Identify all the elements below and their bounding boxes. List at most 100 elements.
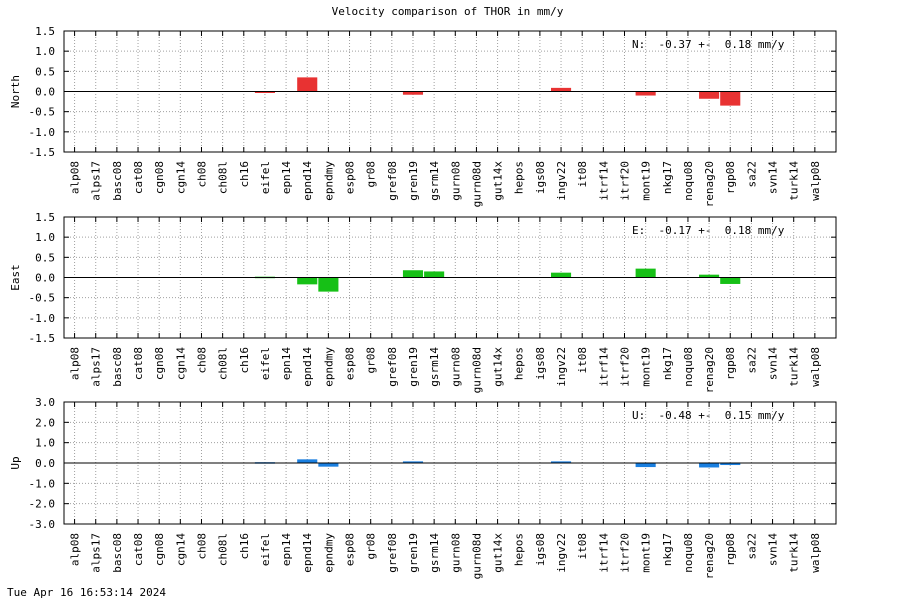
plot-frame [63, 216, 837, 339]
x-tick-label: itrf20 [618, 533, 631, 573]
x-tick-label: itrf20 [618, 347, 631, 387]
x-tick-label: renag20 [703, 533, 716, 579]
y-tick-label: -1.0 [29, 126, 56, 139]
x-tick-label: gr08 [365, 161, 378, 188]
x-tick-label: rgp08 [724, 161, 737, 194]
x-tick-label: gref08 [386, 347, 399, 387]
bar-mont19 [635, 91, 656, 96]
x-tick-label: igs08 [534, 347, 547, 380]
x-tick-label: svn14 [767, 347, 780, 380]
y-tick-label: 0.0 [35, 86, 55, 99]
x-tick-label: gsrm14 [428, 533, 441, 573]
bar-renag20 [699, 274, 720, 278]
x-tick-label: cat08 [132, 161, 145, 194]
x-tick-label: ch08l [217, 347, 230, 380]
x-tick-label: hepos [513, 161, 526, 194]
x-tick-label: gren19 [407, 347, 420, 387]
x-tick-label: eifel [259, 533, 272, 566]
plot-frame [63, 30, 837, 153]
x-tick-label: alps17 [90, 161, 103, 201]
x-tick-label: rgp08 [724, 347, 737, 380]
x-tick-label: ch16 [238, 161, 251, 188]
x-tick-label: gsrm14 [428, 347, 441, 387]
y-tick-label: 1.5 [35, 211, 55, 224]
x-tick-label: gurn08d [470, 347, 483, 393]
x-tick-label: it08 [576, 533, 589, 560]
x-tick-label: basc08 [111, 347, 124, 387]
x-tick-label: mont19 [640, 161, 653, 201]
x-tick-label: itrf20 [618, 161, 631, 201]
x-tick-label: eifel [259, 347, 272, 380]
x-tick-label: cgn14 [174, 347, 187, 380]
panel-up: 3.0 2.0 1.0 0.0 -1.0 -2.0 -3.0 alp08 alps17 basc0… [9, 396, 837, 579]
x-tick-label: mont19 [640, 533, 653, 573]
bar-epnd14 [297, 277, 318, 285]
bar-gren19 [402, 91, 424, 95]
x-tick-label: cgn08 [153, 347, 166, 380]
bar-rgp08 [720, 463, 741, 466]
bar-renag20 [699, 463, 720, 468]
bar-mont19 [635, 463, 656, 468]
x-tick-label: ch16 [238, 347, 251, 374]
x-tick-label: basc08 [111, 533, 124, 573]
x-tick-label: gren19 [407, 533, 420, 573]
x-tick-label: it08 [576, 347, 589, 374]
x-tick-label: cgn14 [174, 533, 187, 566]
x-tick-label: nkg17 [661, 161, 674, 194]
y-tick-label: -1.0 [29, 312, 56, 325]
x-tick-label: esp08 [344, 161, 357, 194]
y-tick-label: 1.0 [35, 231, 55, 244]
chart-title: Velocity comparison of THOR in mm/y [331, 5, 564, 18]
x-tick-label: cgn08 [153, 161, 166, 194]
bar-mont19 [635, 268, 656, 278]
x-tick-label: svn14 [767, 161, 780, 194]
x-tick-label: hepos [513, 347, 526, 380]
x-tick-label: gr08 [365, 533, 378, 560]
x-tick-label: gurn08d [470, 161, 483, 207]
bar-gsrm14 [424, 271, 445, 278]
x-tick-label: turk14 [788, 347, 801, 387]
x-tick-label: itrf14 [597, 347, 610, 387]
x-tick-label: ch08l [217, 533, 230, 566]
x-tick-label: rgp08 [724, 533, 737, 566]
x-tick-label: ch08 [195, 161, 208, 188]
y-axis-label: North [9, 75, 22, 108]
x-tick-label: igs08 [534, 161, 547, 194]
x-tick-label: nkg17 [661, 533, 674, 566]
x-tick-label: alps17 [90, 347, 103, 387]
x-tick-label: gren19 [407, 161, 420, 201]
x-tick-label: mont19 [640, 347, 653, 387]
y-axis-label: East [9, 264, 22, 291]
x-tick-label: sa22 [745, 533, 758, 560]
x-tick-label: svn14 [767, 533, 780, 566]
x-tick-label: alps17 [90, 533, 103, 573]
x-tick-label: epn14 [280, 347, 293, 380]
summary-annotation: U: -0.48 +- 0.15 mm/y [632, 409, 785, 422]
x-tick-label: gut14x [492, 533, 505, 573]
x-tick-label: ch08 [195, 347, 208, 374]
x-tick-label: turk14 [788, 161, 801, 201]
y-tick-label: 0.5 [35, 65, 55, 78]
x-tick-label: noqu08 [682, 533, 695, 573]
x-tick-label: epndmy [322, 347, 335, 387]
bar-gren19 [402, 461, 424, 463]
x-tick-label: cat08 [132, 347, 145, 380]
x-tick-label: igs08 [534, 533, 547, 566]
x-tick-label: hepos [513, 533, 526, 566]
x-tick-label: cgn08 [153, 533, 166, 566]
x-tick-label: epnd14 [301, 533, 314, 573]
x-tick-label: ingv22 [555, 347, 568, 387]
y-tick-label: -3.0 [29, 518, 56, 531]
y-axis-label: Up [9, 456, 22, 469]
y-tick-label: 3.0 [35, 396, 55, 409]
x-tick-label: turk14 [788, 533, 801, 573]
x-tick-label: basc08 [111, 161, 124, 201]
x-tick-label: epndmy [322, 161, 335, 201]
x-tick-label: sa22 [745, 161, 758, 188]
x-tick-label: esp08 [344, 347, 357, 380]
x-tick-label: renag20 [703, 347, 716, 393]
y-tick-label: -0.5 [29, 292, 56, 305]
bar-eifel [254, 91, 275, 93]
y-tick-label: -1.5 [29, 146, 56, 159]
